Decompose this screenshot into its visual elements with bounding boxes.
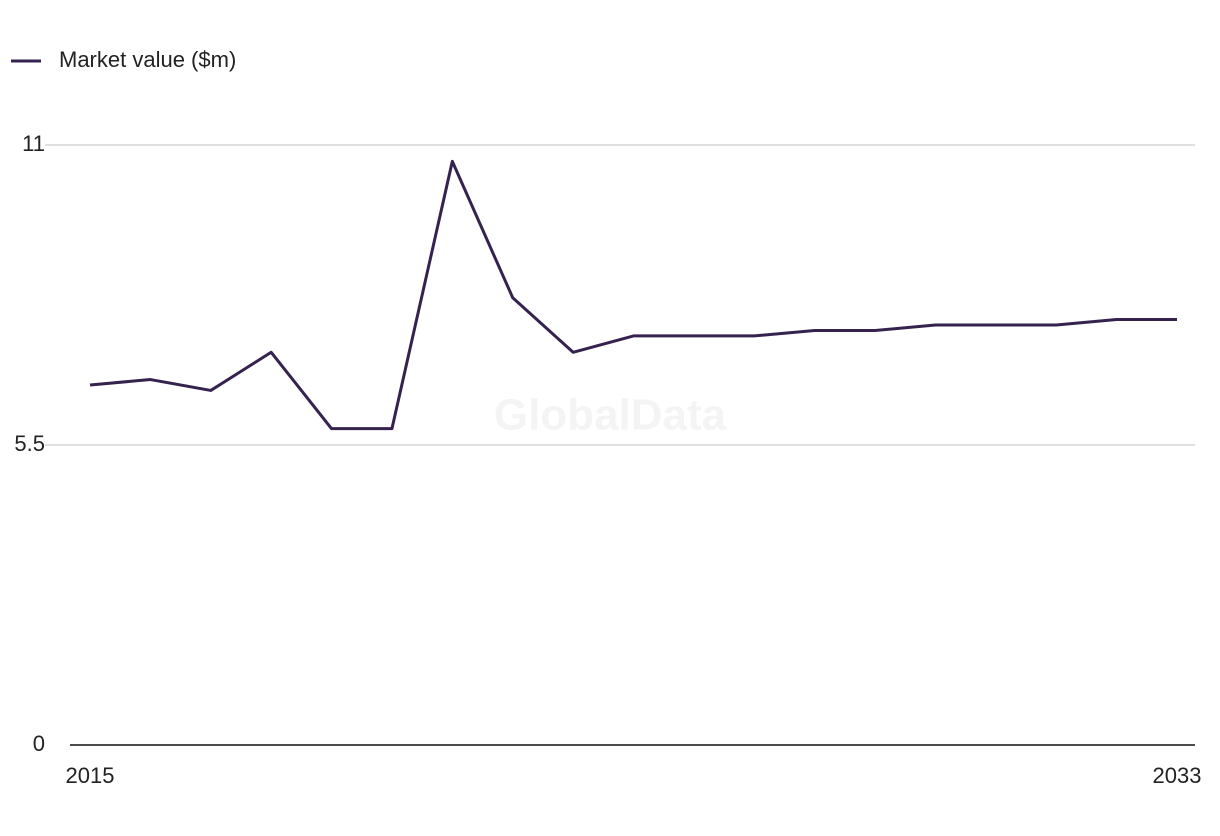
x-tick-label: 2015 <box>66 763 115 788</box>
legend-label: Market value ($m) <box>59 47 236 72</box>
y-tick-label: 5.5 <box>14 431 45 456</box>
y-tick-label: 11 <box>22 131 45 156</box>
x-tick-label: 2033 <box>1153 763 1202 788</box>
y-tick-label: 0 <box>33 731 45 756</box>
watermark: GlobalData <box>494 391 727 440</box>
line <box>89 159 1177 431</box>
